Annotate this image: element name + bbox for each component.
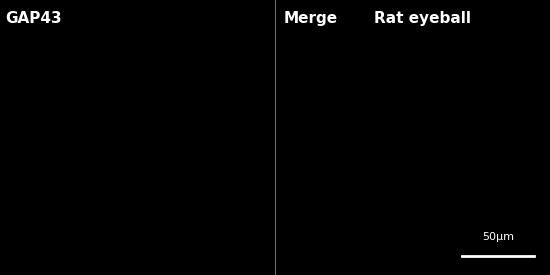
Text: 50μm: 50μm [482, 232, 514, 242]
Text: GAP43: GAP43 [6, 11, 62, 26]
Text: Merge: Merge [283, 11, 337, 26]
Text: Rat eyeball: Rat eyeball [374, 11, 471, 26]
